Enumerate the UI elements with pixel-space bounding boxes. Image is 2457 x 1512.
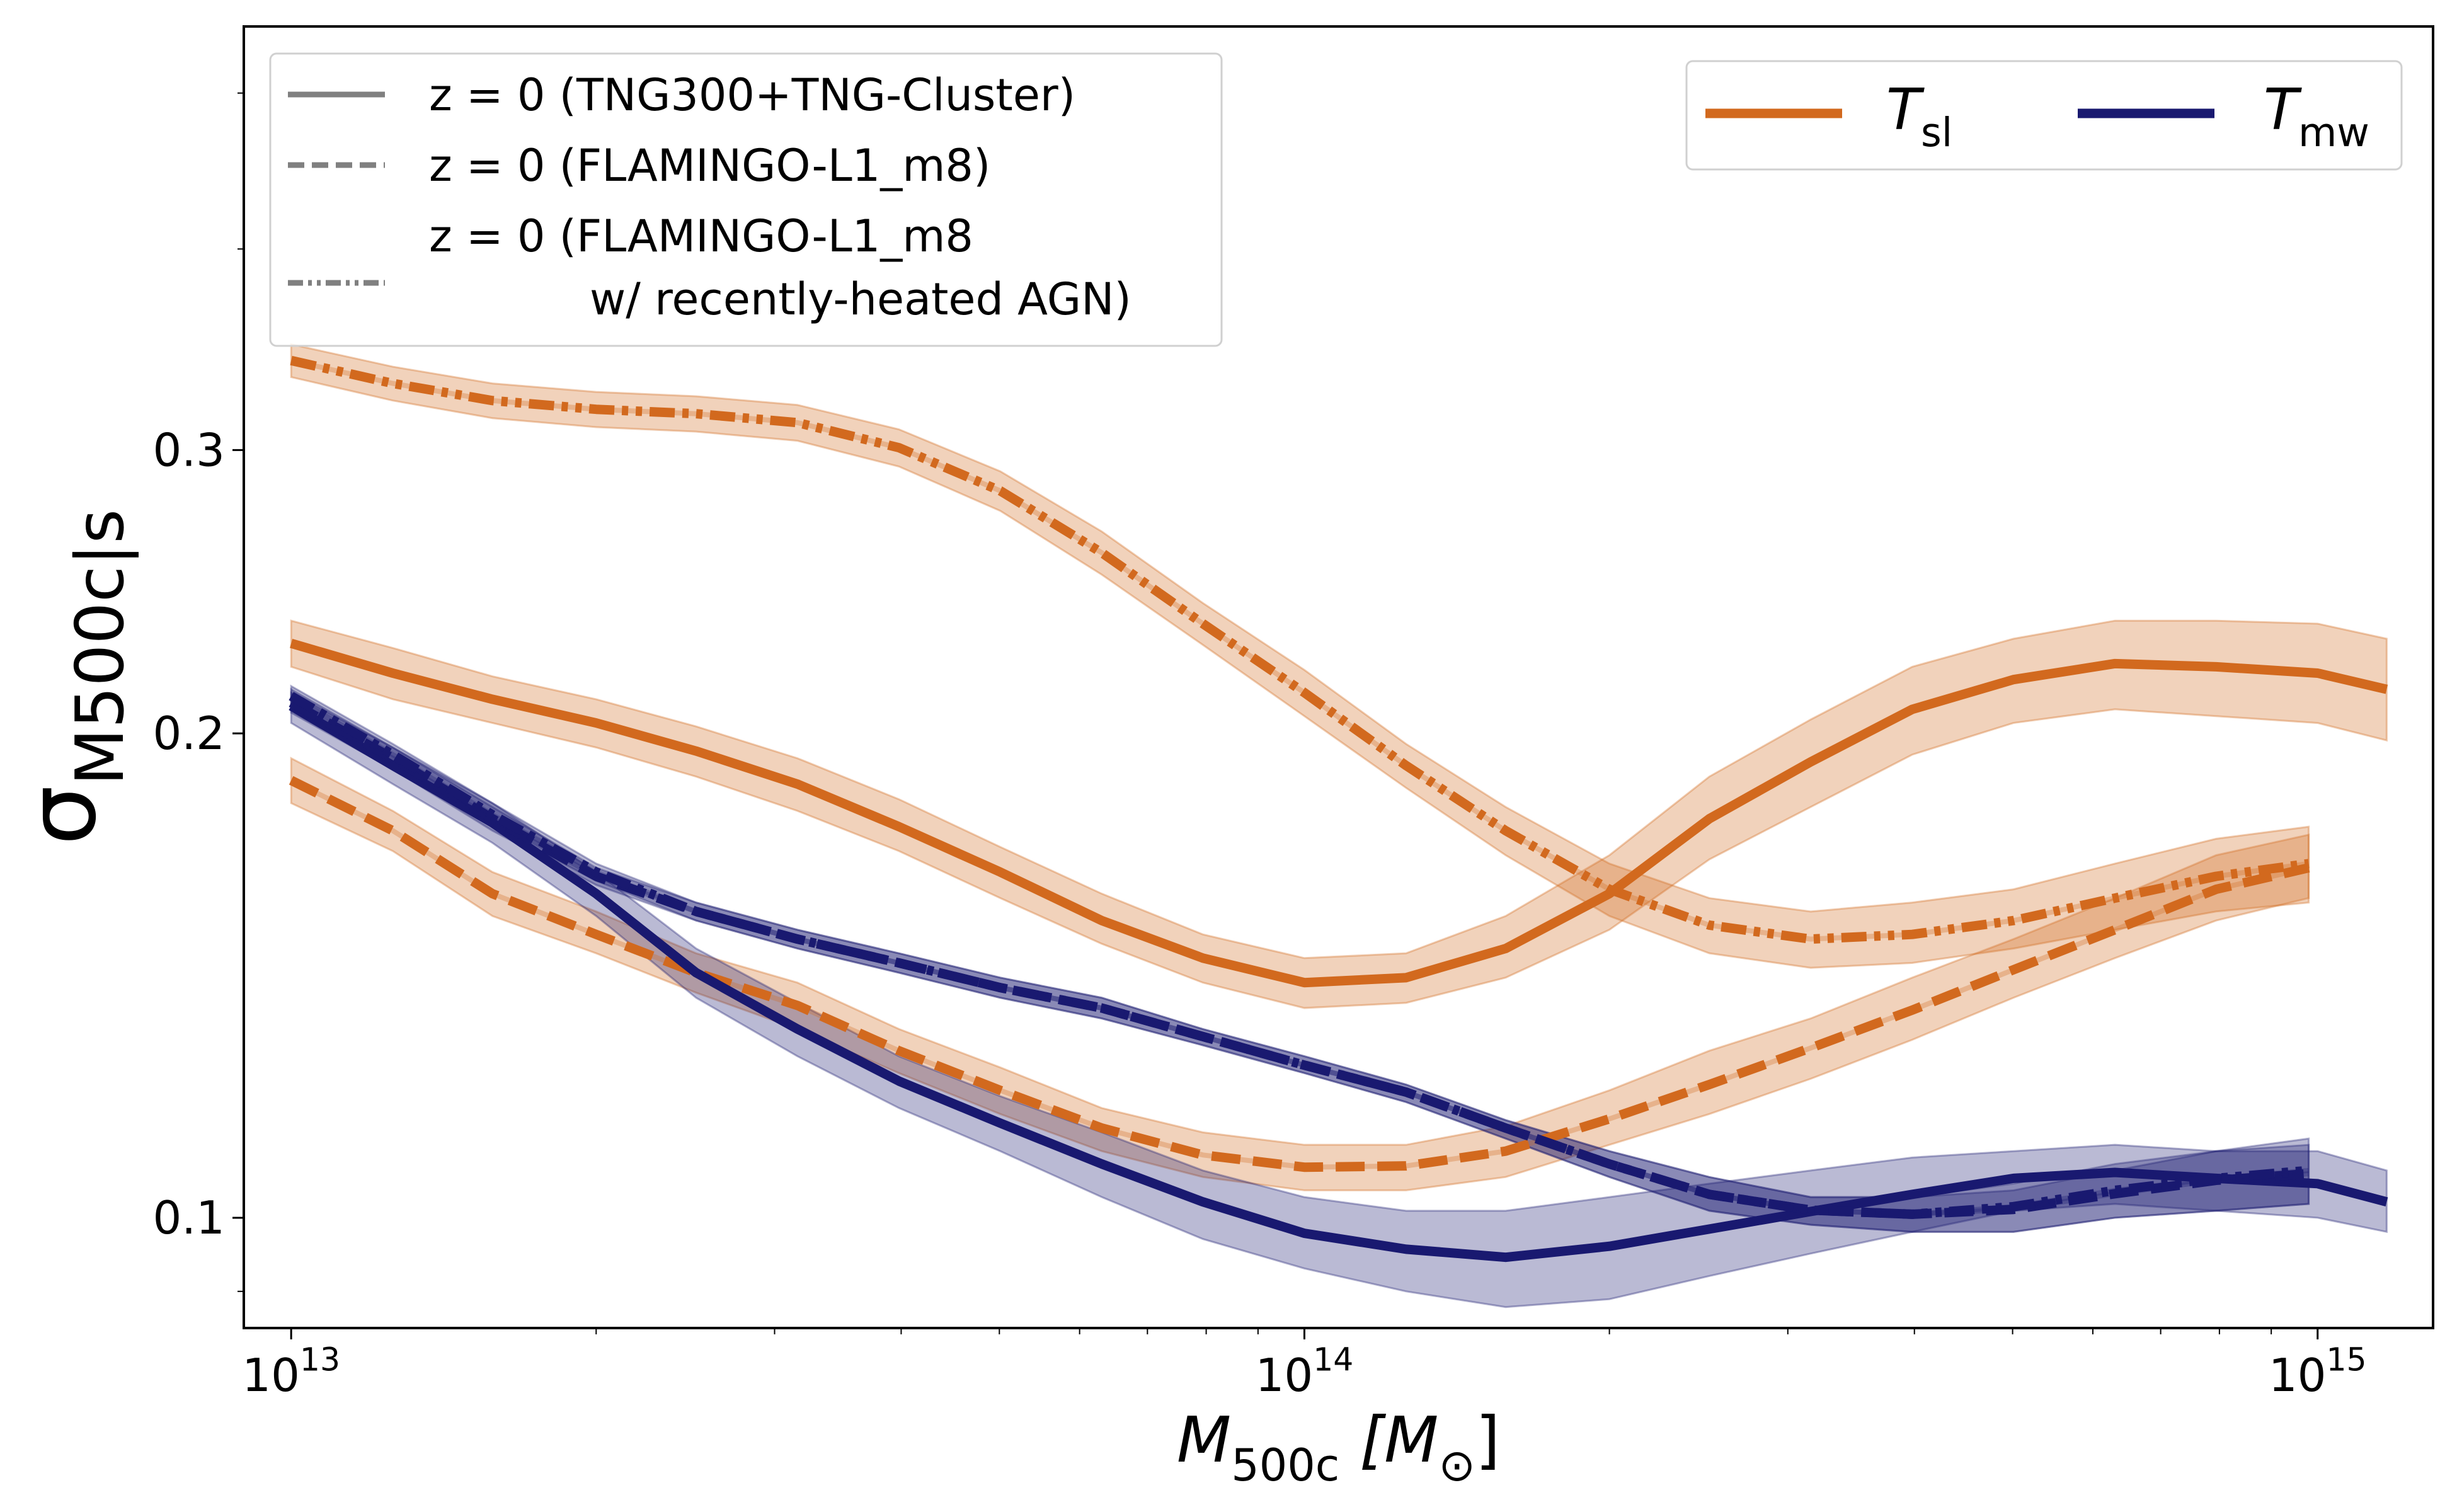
legend: z = 0 (TNG300+TNG-Cluster) z = 0 (FLAMING…: [269, 52, 1223, 347]
error-band: [290, 343, 2310, 969]
legend: Tsl Tmw: [1685, 60, 2403, 171]
y-axis-label: σM500c|s: [8, 509, 139, 845]
series-line: [289, 702, 2388, 1263]
series-line: [289, 776, 2310, 1172]
series-line: [289, 692, 2310, 1219]
plot-frame: [243, 25, 2434, 1329]
legend-label: Tsl: [1886, 77, 1952, 156]
series-line: [290, 355, 2310, 944]
error-band: [290, 619, 2388, 1009]
legend-label: z = 0 (TNG300+TNG-Cluster): [429, 69, 1075, 121]
y-tick-label: 0.1: [152, 1191, 225, 1244]
error-band: [290, 687, 2388, 1309]
y-tick-label: 0.2: [152, 707, 225, 760]
lines: [289, 355, 2388, 1263]
error-band: [290, 690, 2310, 1233]
legend-label: z = 0 (FLAMINGO-L1_m8 w/ recently-heated …: [429, 210, 1131, 325]
x-axis-label: M500c [M⊙]: [1177, 1403, 1500, 1491]
series-line: [290, 638, 2388, 988]
y-tick-label: 0.3: [152, 423, 225, 476]
legend-box: [1685, 60, 2403, 171]
series-line: [289, 698, 2310, 1219]
x-tick-label: 1013: [242, 1341, 340, 1402]
x-tick-label: 1015: [2269, 1341, 2367, 1402]
legend-label: z = 0 (FLAMINGO-L1_m8): [429, 140, 990, 192]
legend-label: Tmw: [2264, 77, 2369, 156]
x-tick-label: 1014: [1256, 1341, 1354, 1402]
legend-box: [269, 52, 1223, 347]
